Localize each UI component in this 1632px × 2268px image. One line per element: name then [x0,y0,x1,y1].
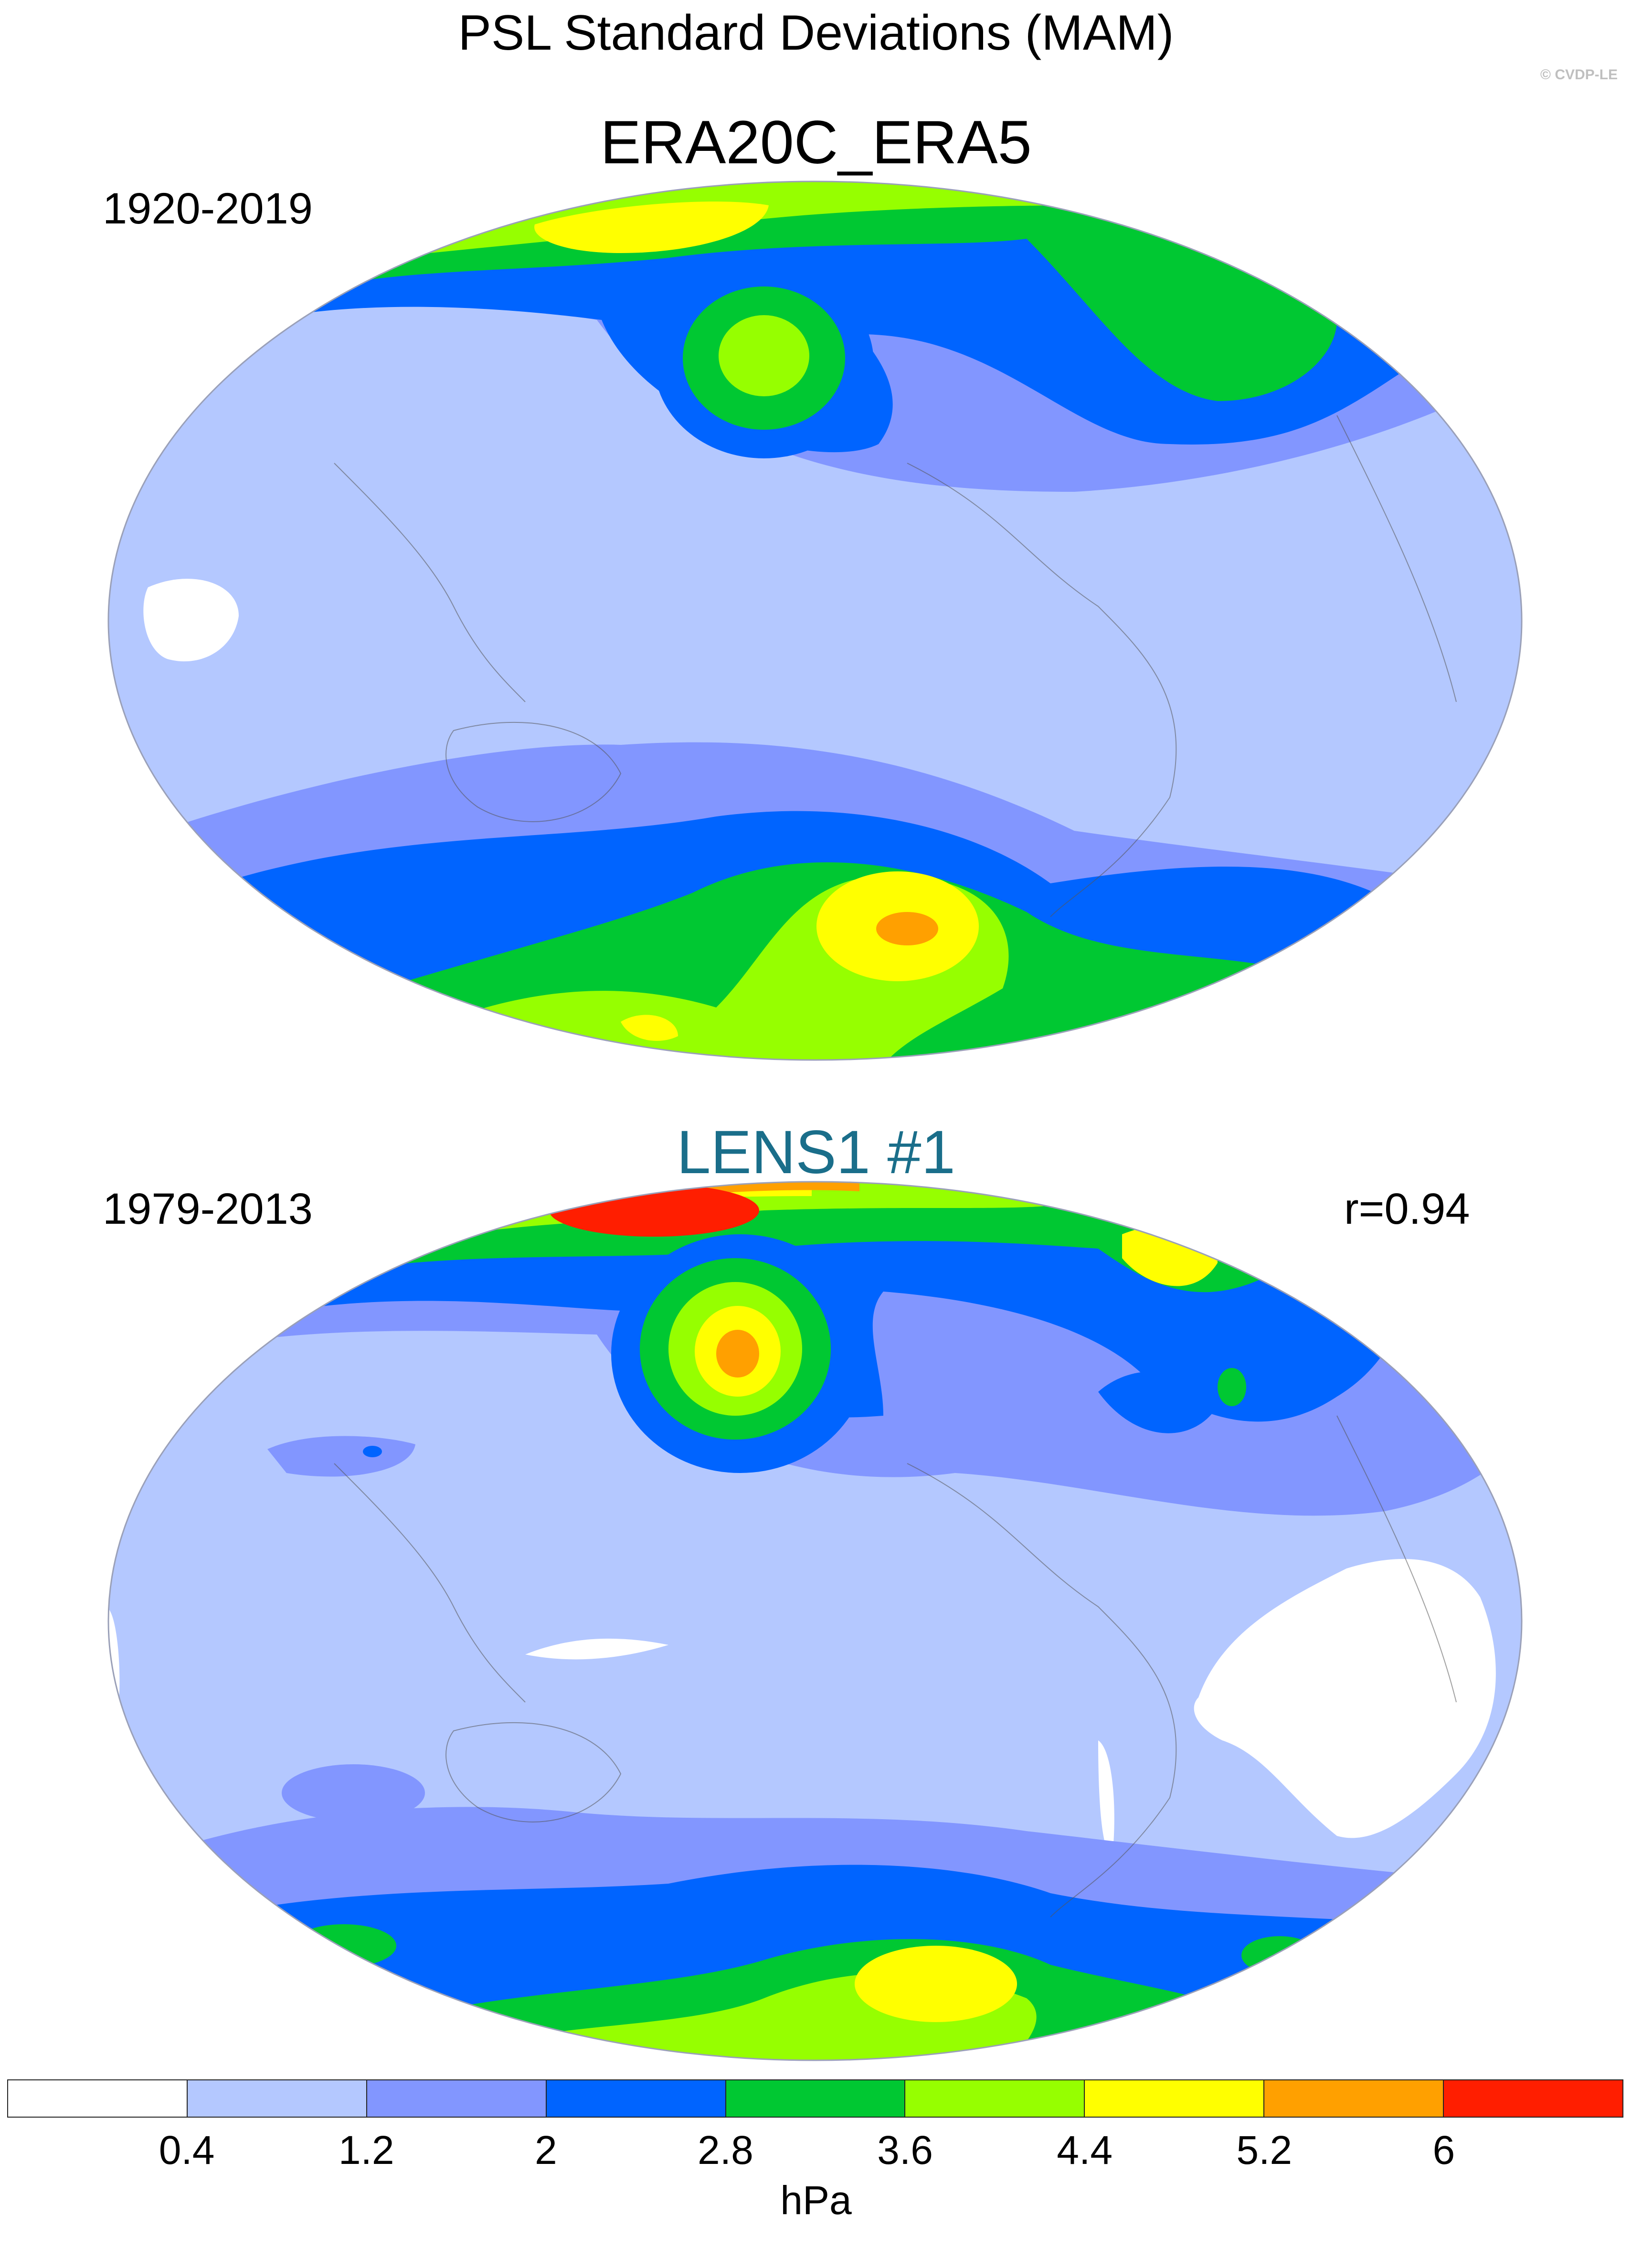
colorbar-tick-label: 3.6 [877,2128,933,2173]
sd-low-west [143,579,239,662]
sd-southern-max-2 [876,912,938,945]
colorbar-tick-label: 5.2 [1236,2128,1293,2173]
colorbar-tick-label: 4.4 [1057,2128,1113,2173]
colorbar-segment [905,2080,1085,2117]
colorbar [7,2079,1623,2118]
colorbar-segment [1264,2080,1444,2117]
map-border-2 [107,1181,1523,2061]
coastlines [334,1415,1457,1918]
sd-low-coast [1098,1740,1114,1855]
figure-title: PSL Standard Deviations (MAM) [458,5,1174,61]
sd-low-pacific [525,1638,668,1660]
sd-arctic-max [549,1184,759,1237]
sd-asia-dot [363,1446,382,1457]
map-border-1 [107,180,1523,1061]
colorbar-tick-label: 1.2 [338,2128,394,2173]
sd-northeast-blue [1098,1371,1218,1433]
colorbar-tick-label: 2.8 [698,2128,753,2173]
coastlines [334,415,1457,917]
colorbar-segment [546,2080,726,2117]
panel-1-title: ERA20C_ERA5 [600,108,1032,177]
sd-southern-green-east [1241,1936,1318,1974]
sd-southern-max [855,1946,1017,2022]
colorbar-segment [1444,2080,1623,2117]
panel-2-period: 1979-2013 [103,1185,313,1233]
colorbar-tick-label: 0.4 [159,2128,215,2173]
sd-band-north-5 [534,201,769,253]
panel-2-title: LENS1 #1 [677,1118,955,1187]
colorbar-units: hPa [780,2178,852,2223]
colorbar-segment [1085,2080,1265,2117]
colorbar-tick-label: 2 [534,2128,557,2173]
colorbar-segment [726,2080,906,2117]
sd-nepacific-3 [719,315,809,396]
colorbar-tick-label: 6 [1432,2128,1455,2173]
sd-asia-patch [267,1436,415,1477]
sd-south-patch [621,1015,678,1041]
map-panel-2 [107,1181,1523,2061]
sd-northeast-green [1218,1368,1246,1406]
colorbar-segment [8,2080,188,2117]
credit-label: © CVDP-LE [1540,67,1618,83]
sd-southern-green-west [291,1924,396,1967]
colorbar-segment [187,2080,367,2117]
sd-south-patch [525,2046,611,2060]
sd-nepacific-5 [716,1330,759,1378]
map-panel-1 [107,180,1523,1061]
panel-1-period: 1920-2019 [103,184,313,233]
sd-low-atlantic [1194,1559,1496,1838]
sd-southern-patch [282,1764,425,1822]
colorbar-segment [367,2080,547,2117]
panel-2-correlation: r=0.94 [1344,1185,1470,1233]
